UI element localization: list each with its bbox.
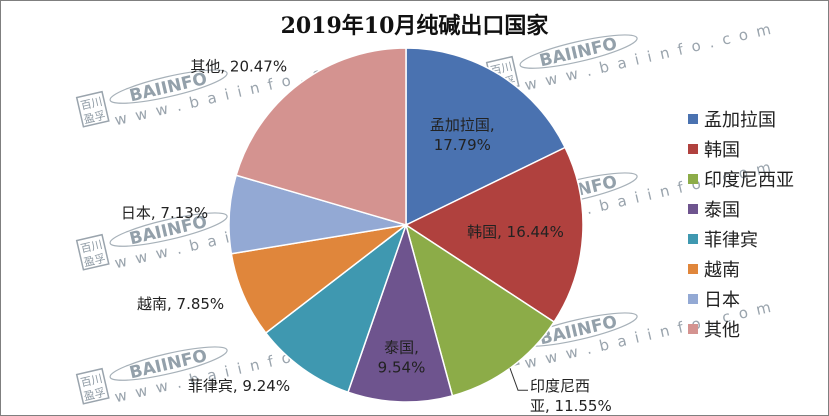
legend-item: 日本 <box>688 284 794 314</box>
legend-swatch <box>688 234 698 244</box>
legend-label: 越南 <box>704 260 740 281</box>
pie-slice-4 <box>347 222 454 403</box>
legend-item: 韩国 <box>688 134 794 164</box>
legend-item: 泰国 <box>688 194 794 224</box>
slice-label-5: 菲律宾, 9.24% <box>188 377 290 395</box>
legend-label: 印度尼西亚 <box>704 170 794 191</box>
legend-label: 日本 <box>704 290 740 311</box>
legend-swatch <box>688 144 698 154</box>
slice-label-2: 韩国, 16.44% <box>467 223 564 241</box>
slice-labels: 孟加拉国, 17.79% 韩国, 16.44% 印度尼西亚, 11.55% 泰国, 9.5… <box>121 57 612 415</box>
slice-label-6: 越南, 7.85% <box>137 295 224 313</box>
legend-label: 韩国 <box>704 140 740 161</box>
slice-label-7: 日本, 7.13% <box>121 204 208 222</box>
legend-item: 孟加拉国 <box>688 104 794 134</box>
slice-label-3: 印度尼西亚, 11.55% <box>530 377 612 415</box>
chart-title: 2019年10月纯碱出口国家 <box>280 13 549 39</box>
pie-slices <box>228 47 584 403</box>
watermark-cn-top: 百川 <box>79 95 103 113</box>
watermark-cn-top: 百川 <box>79 372 103 390</box>
pie-slice-8 <box>235 47 407 227</box>
legend-swatch <box>688 114 698 124</box>
watermark-cn-bottom: 盈孚 <box>82 109 106 127</box>
legend-label: 孟加拉国 <box>704 110 776 131</box>
slice-label-8: 其他, 20.47% <box>190 57 287 75</box>
legend-swatch <box>688 174 698 184</box>
slice-label-1: 孟加拉国, 17.79% <box>430 116 495 154</box>
leader-line <box>509 368 528 391</box>
pie-slice-1 <box>405 47 567 227</box>
legend-item: 越南 <box>688 254 794 284</box>
legend-item: 印度尼西亚 <box>688 164 794 194</box>
watermark-cn-bottom: 盈孚 <box>82 252 106 270</box>
legend-swatch <box>688 204 698 214</box>
legend-swatch <box>688 294 698 304</box>
legend-label: 泰国 <box>704 200 740 221</box>
pie-slice-5 <box>264 222 408 394</box>
chart-legend: 孟加拉国韩国印度尼西亚泰国菲律宾越南日本其他 <box>688 104 794 344</box>
legend-swatch <box>688 324 698 334</box>
legend-swatch <box>688 264 698 274</box>
legend-label: 其他 <box>704 320 740 341</box>
legend-item: 菲律宾 <box>688 224 794 254</box>
pie-slice-2 <box>404 146 584 323</box>
slice-label-4: 泰国, 9.54% <box>378 339 426 377</box>
legend-item: 其他 <box>688 314 794 344</box>
watermark-cn-bottom: 盈孚 <box>82 386 106 404</box>
watermark-cn-top: 百川 <box>79 238 103 256</box>
legend-label: 菲律宾 <box>704 230 758 251</box>
